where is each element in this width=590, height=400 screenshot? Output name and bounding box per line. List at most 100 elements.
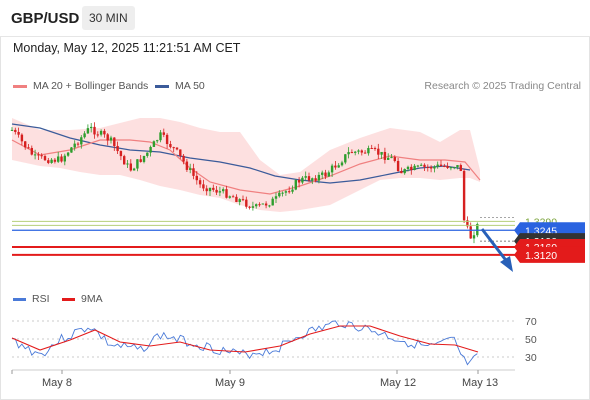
candle bbox=[179, 149, 182, 159]
rsi-swatch bbox=[13, 297, 26, 301]
candle-body bbox=[96, 134, 99, 136]
candle bbox=[301, 175, 304, 185]
candle-body bbox=[238, 199, 241, 203]
timeframe-button[interactable]: 30 MIN bbox=[82, 6, 135, 30]
candle bbox=[294, 178, 297, 191]
candle bbox=[152, 140, 156, 147]
candle bbox=[396, 157, 400, 172]
candle bbox=[403, 168, 406, 175]
candle-body bbox=[106, 134, 109, 141]
candle bbox=[86, 124, 90, 135]
candle-body bbox=[185, 161, 189, 170]
candle bbox=[169, 140, 172, 149]
candle-body bbox=[360, 150, 363, 153]
legend-ma50: MA 50 bbox=[155, 80, 205, 92]
candle-body bbox=[126, 163, 129, 165]
candle-body bbox=[327, 172, 330, 177]
candle-body bbox=[443, 166, 446, 168]
candles bbox=[10, 122, 479, 244]
candle bbox=[423, 163, 426, 172]
candle-body bbox=[99, 130, 103, 135]
candle-body bbox=[297, 180, 301, 183]
candle-body bbox=[159, 132, 162, 141]
candle-body bbox=[453, 167, 456, 169]
candle bbox=[416, 164, 420, 168]
candle bbox=[291, 185, 294, 194]
candle-body bbox=[212, 187, 215, 190]
ma20-line bbox=[11, 139, 481, 195]
candle bbox=[410, 164, 413, 175]
candle-body bbox=[198, 180, 202, 185]
candle bbox=[367, 145, 370, 156]
candle-body bbox=[393, 157, 396, 161]
candle-body bbox=[367, 148, 370, 154]
candle-body bbox=[57, 156, 60, 162]
candle-body bbox=[136, 159, 139, 169]
candle bbox=[198, 177, 202, 188]
candle-body bbox=[225, 189, 228, 198]
candle bbox=[70, 146, 73, 153]
support2-label: 1.3120 bbox=[525, 250, 557, 262]
candle bbox=[66, 151, 70, 157]
ma9-swatch bbox=[62, 297, 75, 301]
candle-body bbox=[60, 156, 63, 162]
candle-body bbox=[420, 164, 423, 166]
candle-body bbox=[317, 174, 321, 181]
candle-body bbox=[264, 203, 268, 206]
candle-body bbox=[10, 129, 14, 131]
candle-body bbox=[370, 148, 373, 150]
candle bbox=[314, 175, 317, 183]
bollinger-band bbox=[12, 118, 480, 212]
candle bbox=[212, 184, 215, 192]
candle bbox=[218, 186, 222, 197]
candle-body bbox=[235, 196, 238, 203]
chart-header: GBP/USD 30 MIN bbox=[0, 0, 590, 37]
candle bbox=[119, 150, 123, 161]
candle bbox=[317, 172, 321, 184]
candle-body bbox=[47, 160, 50, 163]
forecast-arrow-shaft bbox=[480, 228, 510, 264]
candle-body bbox=[383, 151, 387, 160]
candle-body bbox=[175, 147, 179, 150]
candle-body bbox=[189, 168, 192, 170]
candle bbox=[142, 155, 146, 164]
candle-body bbox=[340, 162, 344, 166]
candle-body bbox=[390, 157, 393, 159]
candle bbox=[413, 164, 416, 171]
candle-body bbox=[294, 180, 297, 190]
candle bbox=[90, 123, 93, 133]
candle bbox=[462, 168, 466, 224]
candle-body bbox=[476, 223, 479, 236]
candle-body bbox=[123, 156, 126, 165]
candle-body bbox=[202, 184, 205, 189]
candle-body bbox=[30, 147, 33, 155]
candle bbox=[330, 163, 334, 177]
copyright-text: Research © 2025 Trading Central bbox=[424, 80, 581, 92]
candle bbox=[24, 140, 27, 150]
candle bbox=[324, 169, 327, 180]
candle bbox=[354, 150, 357, 156]
candle bbox=[129, 159, 132, 172]
candle-body bbox=[350, 152, 354, 154]
timestamp: Monday, May 12, 2025 11:21:51 AM CET bbox=[13, 41, 241, 55]
candle-body bbox=[27, 147, 30, 149]
rsi-axis-label: 50 bbox=[525, 334, 537, 346]
candle bbox=[162, 128, 165, 138]
candle bbox=[241, 195, 245, 202]
candle bbox=[27, 143, 30, 149]
candle bbox=[225, 185, 228, 199]
candle bbox=[132, 167, 136, 171]
candle-body bbox=[80, 137, 83, 145]
candle-body bbox=[304, 176, 307, 178]
candle bbox=[426, 164, 429, 172]
candle-body bbox=[231, 196, 235, 198]
candle-body bbox=[387, 157, 390, 160]
candle-body bbox=[17, 131, 20, 135]
candle bbox=[347, 147, 350, 159]
ma50-line bbox=[11, 123, 471, 184]
candle-body bbox=[291, 189, 294, 192]
candle bbox=[340, 160, 344, 167]
candle-body bbox=[40, 155, 43, 157]
legend-rsi: RSI bbox=[13, 293, 50, 305]
